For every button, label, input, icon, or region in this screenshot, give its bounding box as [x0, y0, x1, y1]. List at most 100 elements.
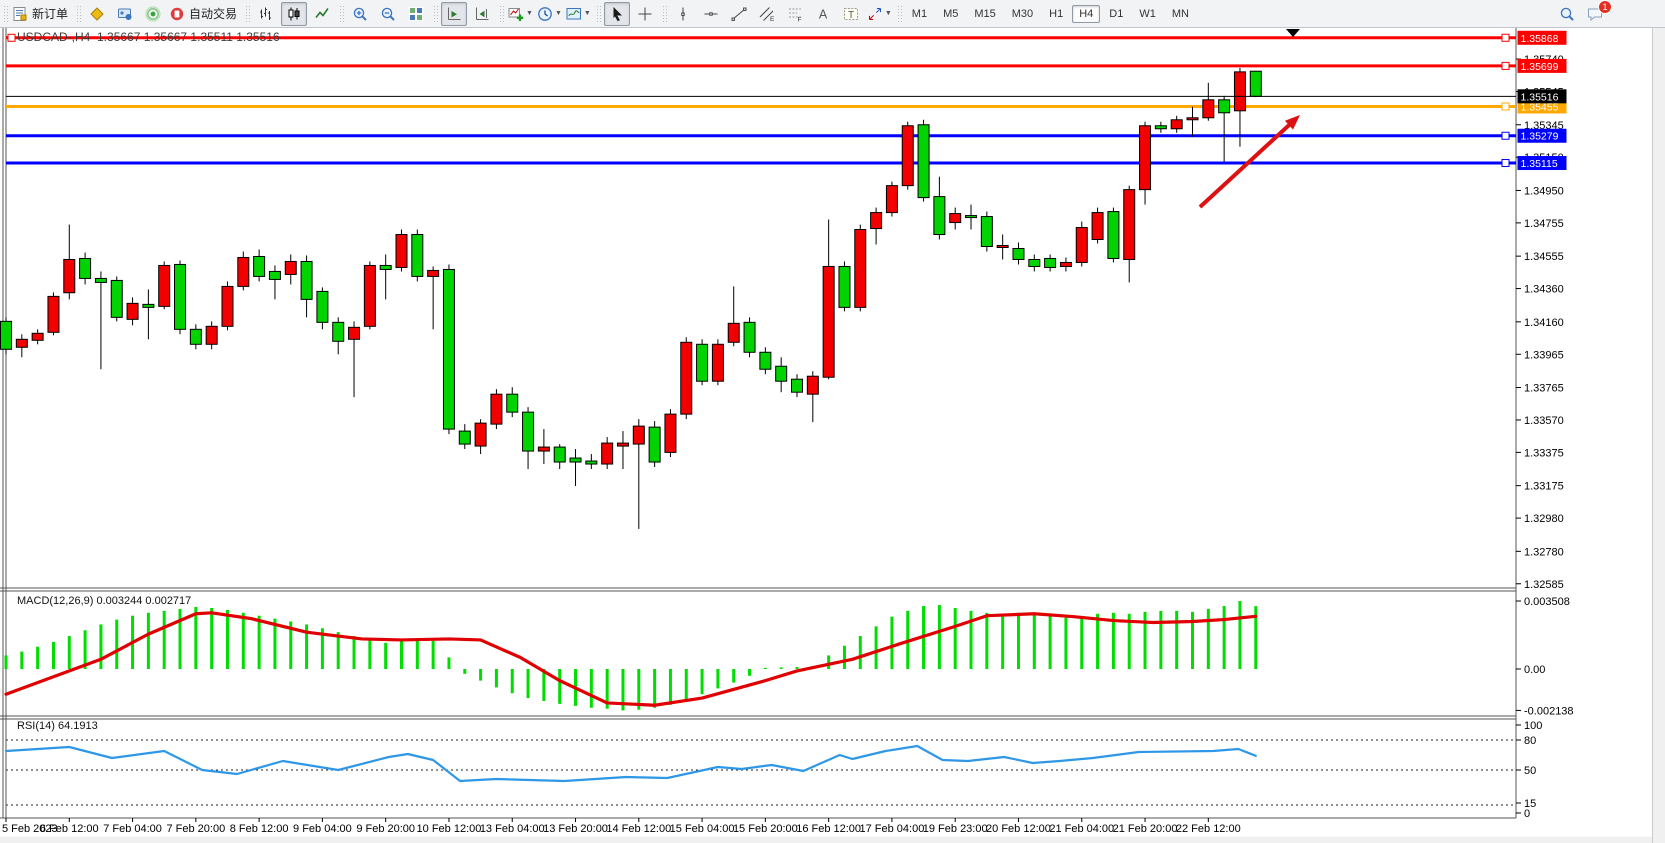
- svg-text:F: F: [797, 16, 801, 22]
- price-badge-1.35279-text: 1.35279: [1521, 131, 1559, 143]
- toolbar-button-arrows[interactable]: ▼: [866, 2, 893, 26]
- candle: [901, 125, 914, 187]
- toolbar-group-timeframes: M1 M5 M15 M30 H1 H4 D1 W1 MN: [904, 0, 1197, 27]
- macd-signal-line: [4, 611, 1258, 707]
- toolbar-button-chart-shift[interactable]: [469, 2, 495, 26]
- toolbar-grip: [3, 4, 8, 23]
- candle: [79, 257, 92, 279]
- price-tick-label: 1.34360: [1524, 284, 1564, 296]
- rsi-tick-label: 15: [1524, 798, 1536, 810]
- toolbar-button-new-order[interactable]: 新订单: [11, 2, 72, 26]
- candle: [1139, 125, 1152, 191]
- time-label: 20 Feb 12:00: [986, 823, 1051, 835]
- time-label: 17 Feb 04:00: [859, 823, 924, 835]
- toolbar-button-zoom-out[interactable]: [375, 2, 401, 26]
- tf-button-H4[interactable]: H4: [1072, 4, 1101, 23]
- candle: [1123, 189, 1136, 260]
- zoom-in-icon: [353, 7, 367, 21]
- toolbar-button-candlestick-chart[interactable]: [281, 1, 308, 26]
- toolbar-button-signals[interactable]: [140, 2, 166, 26]
- tf-button-M1[interactable]: M1: [911, 7, 928, 20]
- time-label: 19 Feb 23:00: [923, 823, 988, 835]
- time-label: 5 Feb 2023: [2, 823, 58, 835]
- tf-button-M30[interactable]: M30: [1011, 7, 1034, 20]
- candle: [917, 124, 930, 199]
- candle: [1028, 258, 1041, 267]
- time-label: 9 Feb 04:00: [293, 823, 352, 835]
- toolbar-button-cursor[interactable]: [603, 1, 630, 26]
- toolbar-button-auto-scroll[interactable]: [441, 1, 468, 26]
- toolbar-group-chart-type: [252, 0, 336, 27]
- toolbar-button-equidistant-channel[interactable]: E: [754, 2, 780, 26]
- toolbar-button-search[interactable]: [1554, 2, 1580, 26]
- price-tick-label: 1.33570: [1524, 415, 1564, 427]
- macd-tick-label: 0.00: [1524, 664, 1545, 676]
- candle: [94, 277, 107, 283]
- price-tick-label: 1.34555: [1524, 251, 1564, 263]
- tf-button-H1[interactable]: H1: [1049, 7, 1064, 20]
- candle: [537, 446, 550, 452]
- toolbar-button-marketplace[interactable]: [84, 2, 110, 26]
- candle: [300, 260, 313, 300]
- svg-text:E: E: [770, 16, 775, 22]
- toolbar-grip: [339, 4, 345, 23]
- candle: [791, 378, 803, 393]
- price-tick-label: 1.32980: [1524, 513, 1564, 525]
- toolbar-button-fibonacci[interactable]: F: [782, 2, 808, 26]
- toolbar-button-trendline[interactable]: [726, 2, 752, 26]
- candle: [1170, 119, 1183, 130]
- toolbar-button-zoom-in[interactable]: [347, 2, 373, 26]
- candle: [427, 269, 440, 277]
- trend-arrow-line[interactable]: [1198, 121, 1293, 209]
- time-label: 8 Feb 12:00: [230, 823, 289, 835]
- tf-button-D1[interactable]: D1: [1109, 7, 1124, 20]
- toolbar-button-tile-windows[interactable]: [403, 2, 429, 26]
- candle: [806, 375, 819, 395]
- toolbar-button-mql-community[interactable]: [112, 2, 138, 26]
- tf-button-M5[interactable]: M5: [943, 7, 959, 20]
- toolbar-button-text[interactable]: A: [810, 2, 836, 26]
- tf-button-W1[interactable]: W1: [1139, 7, 1156, 20]
- price-badge-1.35699: [1517, 58, 1567, 73]
- toolbar-button-templates[interactable]: ▼: [565, 2, 592, 26]
- toolbar-button-crosshair[interactable]: [632, 2, 658, 26]
- candle: [63, 258, 76, 294]
- toolbar-group-services: 自动交易: [83, 0, 242, 27]
- vertical-line-icon: [681, 7, 685, 20]
- toolbar-grip: [661, 4, 667, 23]
- toolbar-button-vertical-line[interactable]: [670, 2, 696, 26]
- rsi-tick-label: 80: [1524, 735, 1536, 747]
- rsi-tick-label: 100: [1524, 720, 1542, 732]
- candle: [949, 213, 962, 224]
- candle: [933, 196, 946, 236]
- candle: [411, 234, 424, 277]
- toolbar-button-autotrading[interactable]: 自动交易: [168, 2, 241, 26]
- toolbar-button-indicators[interactable]: ▼: [507, 2, 534, 26]
- toolbar-button-chat[interactable]: 1: [1582, 0, 1612, 26]
- toolbar-right-icons: 1: [1553, 0, 1612, 26]
- dropdown-caret-icon: ▼: [526, 10, 533, 17]
- candle: [885, 185, 898, 214]
- toolbar-grip: [499, 4, 505, 23]
- text-icon: A: [819, 7, 828, 21]
- tf-button-M15[interactable]: M15: [974, 7, 996, 20]
- candle: [1091, 212, 1104, 241]
- toolbar-button-horizontal-line[interactable]: [698, 2, 724, 26]
- candle: [284, 260, 297, 275]
- candle: [854, 229, 867, 308]
- time-label: 16 Feb 12:00: [796, 823, 861, 835]
- candle: [585, 460, 598, 465]
- candle: [775, 365, 788, 382]
- candle: [711, 343, 724, 382]
- hline-endpoint: [1501, 159, 1510, 168]
- time-label: 7 Feb 20:00: [166, 823, 225, 835]
- toolbar-button-bar-chart[interactable]: [253, 2, 279, 26]
- candle: [822, 265, 835, 378]
- autotrading-icon: [170, 7, 184, 20]
- price-tick-label: 1.34950: [1524, 185, 1564, 197]
- toolbar-button-line-chart[interactable]: [309, 2, 335, 26]
- toolbar-button-periods[interactable]: ▼: [536, 2, 563, 26]
- tf-button-MN[interactable]: MN: [1171, 7, 1189, 20]
- toolbar-button-text-label[interactable]: T: [838, 2, 864, 26]
